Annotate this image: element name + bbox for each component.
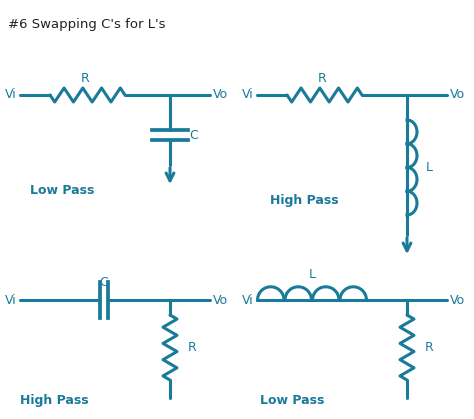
Text: R: R — [81, 72, 90, 85]
Text: L: L — [426, 161, 432, 174]
Text: Vo: Vo — [450, 88, 465, 101]
Text: High Pass: High Pass — [20, 393, 89, 406]
Text: R: R — [188, 341, 196, 354]
Text: Vo: Vo — [213, 293, 228, 307]
Text: #6 Swapping C's for L's: #6 Swapping C's for L's — [8, 18, 165, 31]
Text: Low Pass: Low Pass — [260, 393, 324, 406]
Text: Vi: Vi — [5, 88, 17, 101]
Text: High Pass: High Pass — [270, 194, 338, 207]
Text: C: C — [100, 276, 109, 289]
Text: R: R — [318, 72, 327, 85]
Text: R: R — [425, 341, 433, 354]
Text: Vi: Vi — [242, 293, 254, 307]
Text: Vi: Vi — [5, 293, 17, 307]
Text: Vi: Vi — [242, 88, 254, 101]
Text: Low Pass: Low Pass — [30, 184, 94, 197]
Text: C: C — [190, 129, 199, 142]
Text: Vo: Vo — [213, 88, 228, 101]
Text: Vo: Vo — [450, 293, 465, 307]
Text: L: L — [309, 267, 316, 280]
